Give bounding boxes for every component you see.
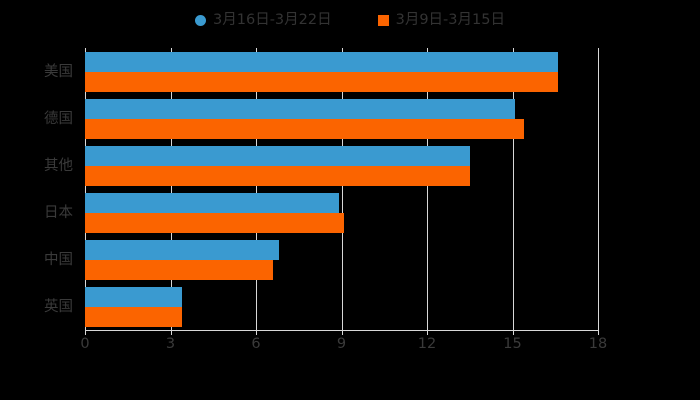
bar	[85, 286, 182, 307]
gridline	[598, 48, 599, 330]
x-axis-tick-label: 6	[251, 336, 261, 352]
y-axis-category-label: 美国	[44, 63, 73, 80]
bar	[85, 306, 182, 327]
bar	[85, 165, 470, 186]
gridline	[512, 48, 514, 330]
x-axis-tick	[512, 330, 514, 335]
legend-label-series-2: 3月9日-3月15日	[395, 11, 505, 28]
gridline	[256, 48, 257, 330]
y-axis-category-label: 其他	[44, 157, 73, 174]
x-axis-tick-label: 3	[165, 336, 176, 352]
gridline	[85, 48, 86, 330]
chart-legend: 3月16日-3月22日 3月9日-3月15日	[0, 8, 700, 32]
x-axis-tick	[170, 330, 172, 335]
x-axis-tick	[256, 330, 257, 335]
bar	[85, 98, 516, 119]
bar	[85, 192, 339, 213]
y-axis-category-label: 日本	[44, 204, 73, 221]
bar	[85, 259, 274, 280]
x-axis-tick-label: 18	[588, 336, 608, 352]
x-axis-tick-label: 15	[503, 336, 522, 352]
gridline	[170, 48, 172, 330]
bar	[85, 71, 559, 92]
legend-marker-square-icon	[377, 14, 389, 26]
bar	[85, 212, 345, 233]
x-axis-tick-label: 9	[336, 336, 347, 352]
y-axis-category-label: 英国	[44, 298, 73, 315]
gridline	[341, 48, 343, 330]
bar	[85, 51, 559, 72]
x-axis-tick	[598, 330, 599, 335]
x-axis-tick-label: 0	[80, 336, 90, 352]
y-axis-category-label: 德国	[44, 110, 73, 127]
y-axis-labels: 美国德国其他日本中国英国	[0, 0, 85, 400]
y-axis-category-label: 中国	[44, 251, 73, 268]
legend-marker-circle-icon	[195, 14, 207, 26]
bar	[85, 239, 279, 260]
x-axis-tick	[427, 330, 428, 335]
x-axis-tick-label: 12	[417, 336, 437, 352]
x-axis-line	[85, 330, 598, 331]
gridline	[427, 48, 428, 330]
x-axis-tick	[341, 330, 343, 335]
legend-label-series-1: 3月16日-3月22日	[213, 11, 332, 28]
plot-area	[85, 48, 598, 330]
x-axis-tick	[85, 330, 86, 335]
bar	[85, 145, 470, 166]
legend-item-series-2[interactable]: 3月9日-3月15日	[377, 11, 505, 28]
bar	[85, 118, 524, 139]
legend-item-series-1[interactable]: 3月16日-3月22日	[195, 13, 332, 28]
